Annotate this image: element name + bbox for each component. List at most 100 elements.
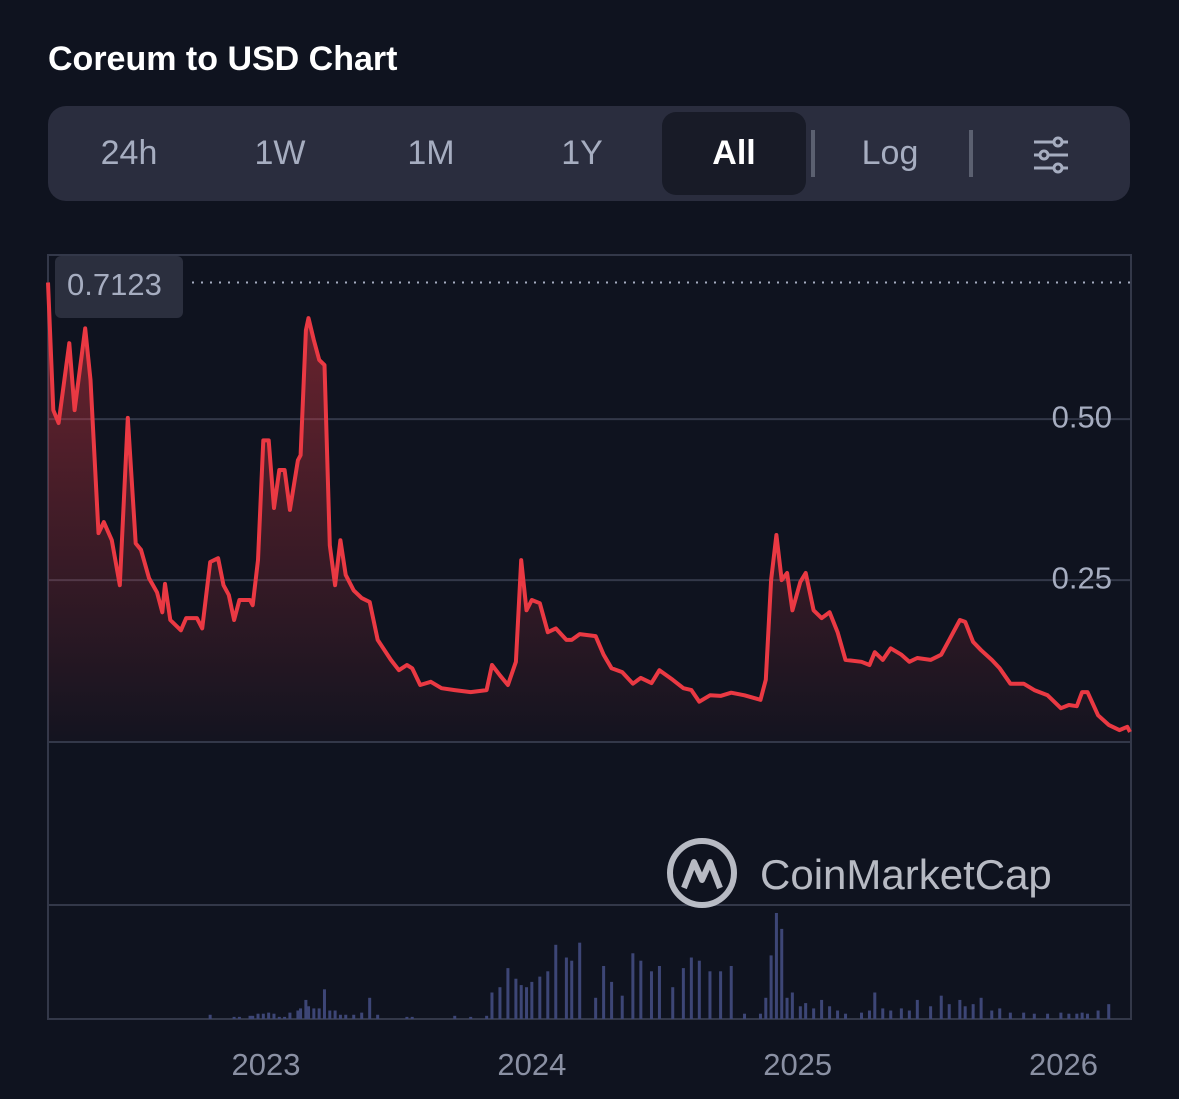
volume-bar [1022, 1012, 1026, 1019]
volume-bar [304, 999, 308, 1019]
volume-bar [859, 1012, 863, 1019]
tab[interactable]: 1M [407, 134, 454, 172]
volume-bar [798, 1006, 802, 1019]
x-tick-label: 2023 [232, 1047, 301, 1082]
volume-bar [506, 968, 510, 1019]
volume-bar [867, 1010, 871, 1019]
volume-bar [947, 1004, 951, 1019]
volume-bar [453, 1015, 457, 1019]
volume-bar [881, 1008, 885, 1019]
tab[interactable]: All [712, 134, 755, 172]
volume-bar [681, 968, 685, 1019]
volume-bar [820, 999, 824, 1019]
tab[interactable]: 24h [101, 134, 158, 172]
area [48, 282, 1130, 741]
x-tick-label: 2026 [1029, 1047, 1098, 1082]
volume-bar [836, 1010, 840, 1019]
volume-bar [525, 987, 529, 1019]
x-tick-label: 2025 [763, 1047, 832, 1082]
volume-bar [317, 1008, 321, 1019]
volume-bar [288, 1012, 292, 1019]
volume-bar [538, 976, 542, 1019]
volume-bar [828, 1006, 832, 1019]
volume-bar [530, 981, 534, 1019]
volume-bar [785, 997, 789, 1019]
volume-bar [620, 995, 624, 1019]
volume-bar [1032, 1013, 1036, 1019]
volume-bar [405, 1016, 409, 1019]
volume-bar [498, 987, 502, 1019]
volume-bar [208, 1014, 212, 1019]
volume-bar [790, 992, 794, 1019]
tab[interactable]: Log [862, 134, 919, 172]
title: Coreum to USD Chart [48, 40, 397, 78]
volume-bar [899, 1008, 903, 1019]
volume-bar [564, 957, 568, 1019]
volume-bar [708, 971, 712, 1019]
volume-bar [410, 1016, 414, 1019]
volume-bar [1067, 1013, 1071, 1019]
volume-bar [1008, 1012, 1012, 1019]
volume-bar [639, 960, 643, 1019]
volume-bar [256, 1013, 260, 1019]
volume-bar [929, 1006, 933, 1019]
volume-bar [360, 1012, 364, 1019]
volume-bar [697, 960, 701, 1019]
volume-bar [979, 997, 983, 1019]
volume-bar [657, 966, 661, 1019]
tab-selected-bg [662, 112, 806, 195]
volume-bar [998, 1008, 1002, 1019]
volume-bar [485, 1015, 489, 1019]
tab[interactable]: 1W [255, 134, 306, 172]
volume-bar [780, 928, 784, 1019]
volume-bar [237, 1016, 241, 1019]
volume-bar [368, 997, 372, 1019]
volume-bar [296, 1010, 300, 1019]
volume-bar [889, 1010, 893, 1019]
logo [667, 838, 737, 908]
volume-bar [1107, 1004, 1111, 1019]
volume-bar [344, 1014, 348, 1019]
volume-bar [514, 978, 518, 1019]
volume-bar [971, 1004, 975, 1019]
volume-bar [769, 955, 773, 1019]
volume-bar [570, 960, 574, 1019]
volume-bar [546, 971, 550, 1019]
plot: 0.25 0.50 2023 2024 2025 2026 0.7123 [46, 256, 1132, 1082]
high-label-bg [55, 256, 183, 318]
volume-bar [469, 1016, 473, 1019]
volume-bar [873, 992, 877, 1019]
volume-bar [519, 985, 523, 1019]
volume-bar [277, 1016, 281, 1019]
volume-bar [312, 1008, 316, 1019]
volume-bar [338, 1014, 342, 1019]
volume-bar [272, 1013, 276, 1019]
volume-bar [352, 1014, 356, 1019]
volume-bar [907, 1010, 911, 1019]
volume-bar [1046, 1013, 1050, 1019]
x-tick-label: 2024 [497, 1047, 566, 1082]
volume-bar [307, 1006, 311, 1019]
y-tick-label: 0.50 [1052, 399, 1112, 434]
volume-bar [990, 1010, 994, 1019]
volume-bar [299, 1008, 303, 1019]
settings-icon[interactable] [1034, 136, 1068, 174]
volume-bar [689, 957, 693, 1019]
volume-bar [939, 995, 943, 1019]
volume-bar [578, 942, 582, 1019]
volume-bar [764, 997, 768, 1019]
volume-bar [1085, 1013, 1089, 1019]
tab[interactable]: 1Y [561, 134, 603, 172]
volume-bar [376, 1014, 380, 1019]
volume-bar [248, 1015, 252, 1019]
volume-bar [1075, 1013, 1079, 1019]
volume-bar [719, 971, 723, 1019]
volume-bar [594, 997, 598, 1019]
volume-bar [915, 999, 919, 1019]
volume-bar [963, 1006, 967, 1019]
volume-bar [261, 1013, 265, 1019]
volume-bar [743, 1013, 747, 1019]
volume-bar [232, 1016, 236, 1019]
